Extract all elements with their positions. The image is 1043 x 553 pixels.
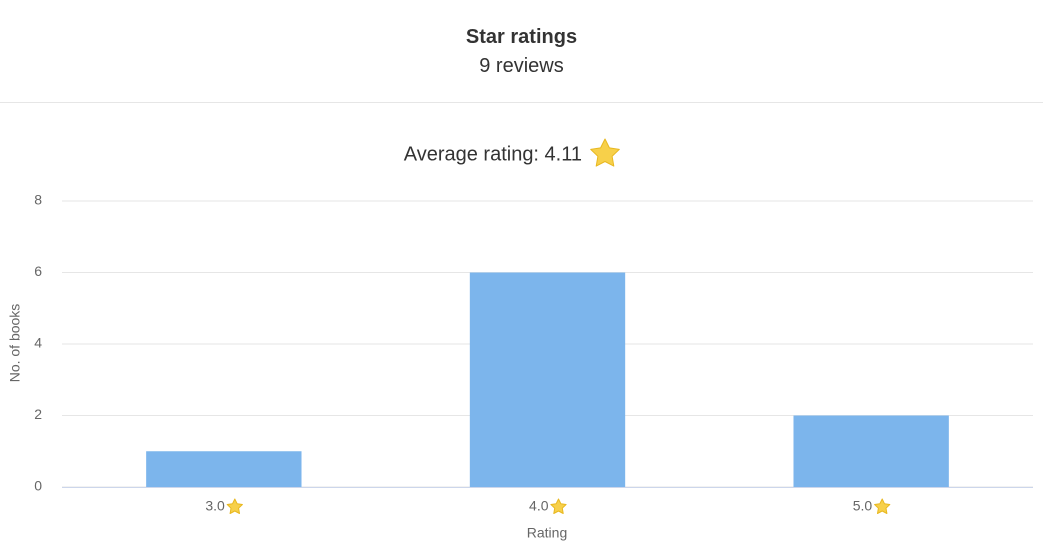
bar [469,272,626,487]
header-title: Star ratings [465,26,578,48]
star-icon [226,498,243,514]
bar [146,451,302,487]
y-tick-label: 8 [34,192,42,208]
chart-title: Average rating: 4.11 [404,143,582,165]
y-tick-label: 2 [34,406,42,422]
x-tick-label: 5.0 [853,498,873,514]
star-icon [590,138,620,167]
star-icon [874,498,891,514]
y-tick-label: 6 [34,263,42,279]
bar [793,415,949,487]
y-tick-label: 0 [34,478,42,494]
y-tick-label: 4 [34,335,42,351]
x-tick-label: 3.0 [205,498,225,514]
star-icon [550,498,567,514]
chart: Average rating: 4.11 No. of books Rating… [7,138,1033,541]
header-subtitle: 9 reviews [479,55,564,77]
header: Star ratings 9 reviews [0,0,1043,103]
y-axis-label: No. of books [7,304,23,383]
x-tick-label: 4.0 [529,498,549,514]
x-axis-label: Rating [527,525,567,541]
